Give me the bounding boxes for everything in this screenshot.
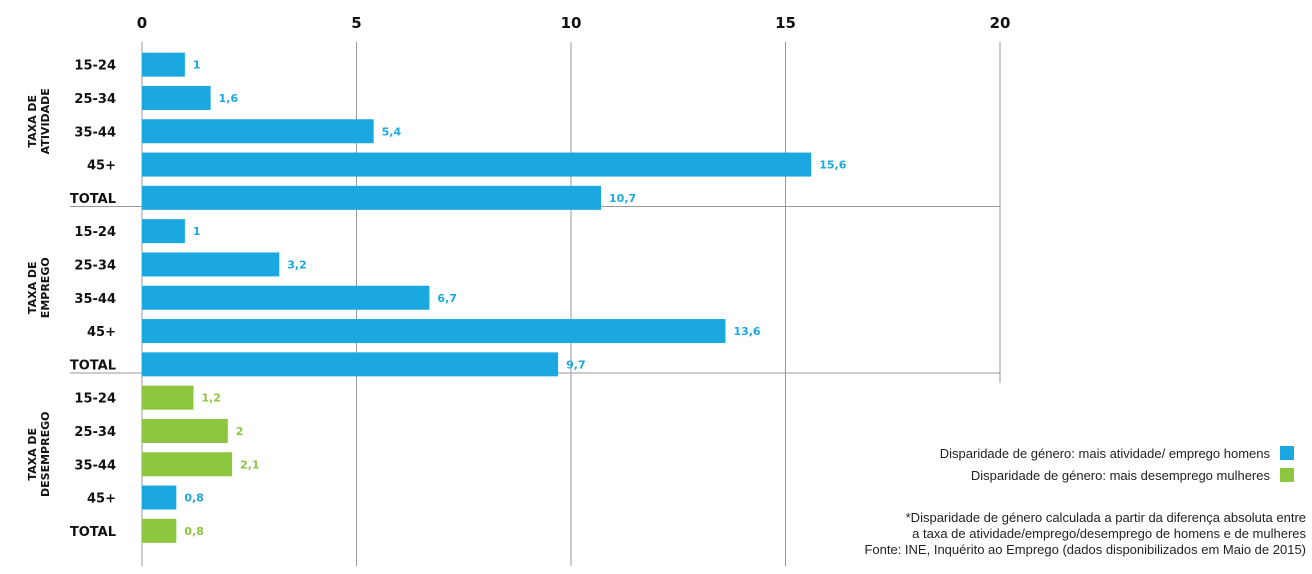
x-tick-label-15: 15 [775,14,796,32]
category-label: 35-44 [74,292,116,307]
category-label: TOTAL [70,525,116,540]
value-label: 1 [193,225,201,238]
source-notes: *Disparidade de género calculada a parti… [706,510,1306,558]
bar-25-34 [142,252,280,277]
bar-total [142,185,602,210]
x-tick-label-10: 10 [561,14,582,32]
category-label: 45+ [87,325,116,340]
category-label: 15-24 [74,59,116,74]
note-line-1: *Disparidade de género calculada a parti… [905,510,1306,525]
x-axis-ticks: 0 5 10 15 20 [137,14,1011,32]
value-label: 6,7 [437,292,457,305]
legend-label-mulheres: Disparidade de género: mais desemprego m… [970,467,1270,483]
value-label: 0,8 [184,525,204,538]
value-label: 13,6 [733,325,760,338]
legend-swatch-mulheres [1280,468,1294,482]
value-label: 9,7 [566,358,586,371]
bar-45+ [142,485,177,510]
bar-25-34 [142,418,228,443]
value-label: 2,1 [240,458,260,471]
category-label: 15-24 [74,392,116,407]
legend: Disparidade de género: mais atividade/ e… [774,442,1294,486]
value-label: 5,4 [382,125,402,138]
x-tick-label-0: 0 [137,14,147,32]
bar-25-34 [142,85,211,110]
category-label: 45+ [87,492,116,507]
bar-15-24 [142,385,194,410]
bar-35-44 [142,452,233,477]
category-label: 35-44 [74,458,116,473]
legend-label-homens: Disparidade de género: mais atividade/ e… [939,445,1270,461]
value-label: 1 [193,59,201,72]
bar-total [142,352,559,377]
x-tick-label-20: 20 [990,14,1011,32]
bar-35-44 [142,119,374,144]
value-label: 15,6 [819,159,846,172]
value-label: 10,7 [609,192,636,205]
group-label-line: EMPREGO [39,257,52,318]
bar-15-24 [142,52,185,77]
group-label-line: DESEMPREGO [39,412,52,497]
group-label-line: TAXA DE [26,95,39,148]
bar-45+ [142,319,726,344]
group-label-line: TAXA DE [26,428,39,481]
note-line-3: Fonte: INE, Inquérito ao Emprego (dados … [864,542,1306,557]
legend-swatch-homens [1280,446,1294,460]
bars-layer [142,52,812,543]
category-label: 25-34 [74,92,116,107]
legend-item-homens: Disparidade de género: mais atividade/ e… [774,442,1294,464]
category-label: TOTAL [70,358,116,373]
bar-total [142,518,177,543]
value-label: 0,8 [184,492,204,505]
x-tick-label-5: 5 [351,14,361,32]
bar-45+ [142,152,812,177]
category-label: 15-24 [74,225,116,240]
group-label: TAXA DEDESEMPREGO [26,412,52,497]
value-label: 2 [236,425,244,438]
group-label: TAXA DEATIVIDADE [26,88,52,154]
group-label-line: TAXA DE [26,261,39,314]
category-label: 35-44 [74,125,116,140]
category-label: TOTAL [70,192,116,207]
group-label-line: ATIVIDADE [39,88,52,154]
category-label: 25-34 [74,258,116,273]
category-label: 25-34 [74,425,116,440]
value-label: 1,6 [219,92,239,105]
legend-item-mulheres: Disparidade de género: mais desemprego m… [774,464,1294,486]
group-label: TAXA DEEMPREGO [26,257,52,318]
bar-15-24 [142,219,185,244]
value-label: 3,2 [287,258,307,271]
value-label: 1,2 [201,392,221,405]
bar-35-44 [142,285,430,310]
note-line-2: a taxa de atividade/emprego/desemprego d… [912,526,1306,541]
category-label: 45+ [87,159,116,174]
